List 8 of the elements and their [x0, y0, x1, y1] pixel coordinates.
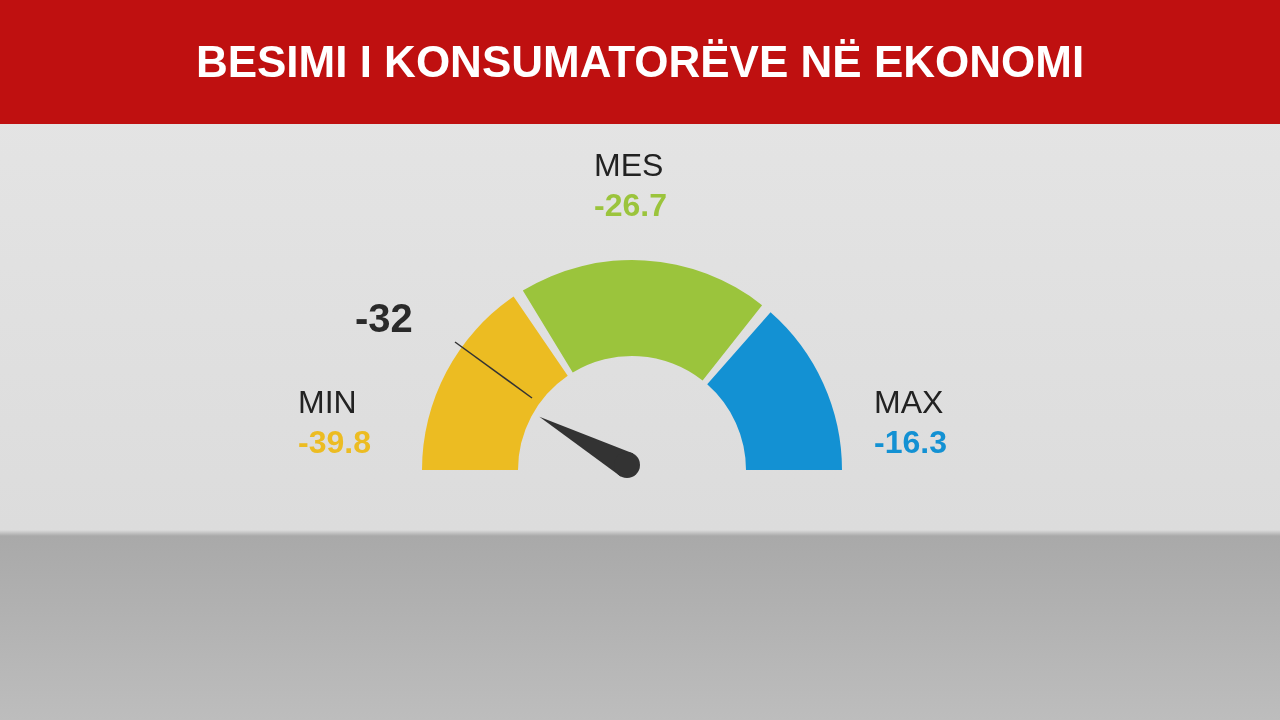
text: -32	[355, 296, 413, 341]
slice-label: MES	[594, 146, 665, 185]
slice-label: MIN	[298, 383, 358, 422]
text: -16.3	[874, 423, 947, 462]
chart-title: BESIMI I KONSUMATORËVE NË EKONOMI	[195, 37, 1085, 87]
slice-label: MAX	[874, 383, 945, 422]
text: -26.7	[594, 186, 667, 225]
text: -39.8	[298, 423, 371, 462]
